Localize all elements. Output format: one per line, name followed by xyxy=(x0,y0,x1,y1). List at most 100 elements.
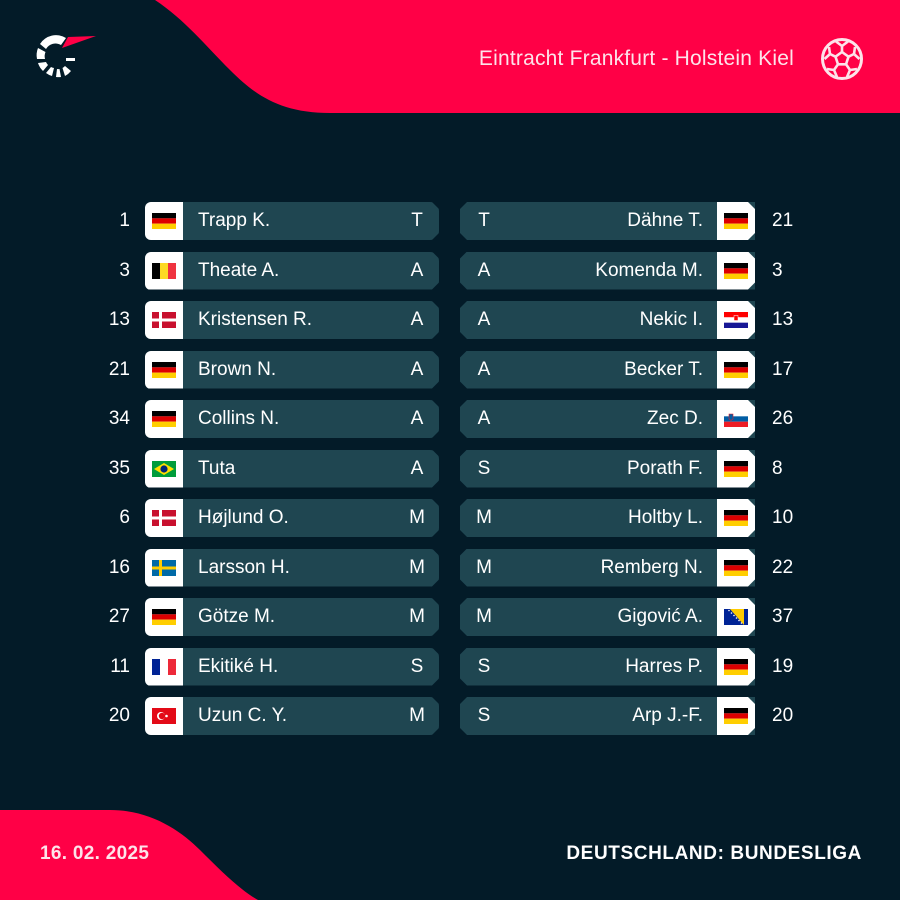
flag-de-icon xyxy=(724,560,748,576)
flag-cell xyxy=(145,648,183,686)
player-number: 34 xyxy=(108,408,130,429)
player-number: 20 xyxy=(108,705,130,726)
player-card[interactable]: Kristensen R. A xyxy=(145,301,439,339)
player-name: Uzun C. Y. xyxy=(198,705,288,726)
flag-cell xyxy=(717,499,755,537)
player-card[interactable]: Larsson H. M xyxy=(145,549,439,587)
player-name: Nekic I. xyxy=(639,309,703,330)
player-name: Ekitiké H. xyxy=(198,655,279,677)
player-name: Tuta xyxy=(198,457,236,479)
player-card[interactable]: Højlund O. M xyxy=(145,499,439,537)
player-card[interactable]: Theate A. A xyxy=(145,252,439,290)
player-position: S xyxy=(477,655,491,677)
flag-cell xyxy=(717,549,755,587)
flag-de-icon xyxy=(152,609,176,625)
flag-cell xyxy=(717,450,755,488)
player-number: 6 xyxy=(119,507,130,528)
player-position: A xyxy=(410,358,424,380)
player-card[interactable]: Ekitiké H. S xyxy=(145,648,439,686)
player-name: Larsson H. xyxy=(198,556,290,578)
player-position: M xyxy=(409,507,425,528)
player-name: Collins N. xyxy=(198,408,280,429)
player-card[interactable]: Arp J.-F. S xyxy=(460,697,755,735)
player-card[interactable]: Nekic I. A xyxy=(460,301,755,339)
player-number: 17 xyxy=(772,358,794,380)
flag-de-icon xyxy=(152,213,176,229)
player-number: 13 xyxy=(772,309,794,330)
player-position: T xyxy=(411,210,423,231)
player-number: 21 xyxy=(108,358,130,380)
player-card[interactable]: Holtby L. M xyxy=(460,499,755,537)
player-number: 35 xyxy=(108,457,130,479)
player-number: 3 xyxy=(119,259,130,281)
player-card[interactable]: Collins N. A xyxy=(145,400,439,438)
player-position: A xyxy=(477,408,491,429)
player-position: A xyxy=(410,259,424,281)
player-number: 27 xyxy=(108,606,130,627)
flag-cell xyxy=(145,351,183,389)
player-position: S xyxy=(477,705,491,726)
player-name: Komenda M. xyxy=(595,259,703,281)
player-number: 26 xyxy=(772,408,794,429)
player-number: 13 xyxy=(108,309,130,330)
player-name: Gigović A. xyxy=(617,606,703,627)
flag-cell xyxy=(717,400,755,438)
player-name: Arp J.-F. xyxy=(632,705,703,726)
player-name: Theate A. xyxy=(198,259,280,281)
player-card[interactable]: Becker T. A xyxy=(460,351,755,389)
player-name: Dähne T. xyxy=(627,210,703,231)
player-name: Brown N. xyxy=(198,358,277,380)
player-card[interactable]: Götze M. M xyxy=(145,598,439,636)
flag-de-icon xyxy=(724,263,748,279)
player-position: M xyxy=(476,507,492,528)
player-card[interactable]: Trapp K. T xyxy=(145,202,439,240)
player-position: A xyxy=(477,358,491,380)
player-position: M xyxy=(409,556,425,578)
player-position: M xyxy=(476,606,492,627)
flag-de-icon xyxy=(724,213,748,229)
player-card[interactable]: Porath F. S xyxy=(460,450,755,488)
flag-de-icon xyxy=(152,411,176,427)
player-number: 8 xyxy=(772,457,783,479)
player-number: 3 xyxy=(772,259,783,281)
player-position: A xyxy=(477,309,491,330)
player-position: M xyxy=(409,606,425,627)
flag-cell xyxy=(145,499,183,537)
flag-cell xyxy=(717,252,755,290)
player-number: 22 xyxy=(772,556,794,578)
player-name: Højlund O. xyxy=(198,507,289,528)
flag-cell xyxy=(145,301,183,339)
player-card[interactable]: Harres P. S xyxy=(460,648,755,686)
player-name: Holtby L. xyxy=(628,507,703,528)
flag-de-icon xyxy=(152,362,176,378)
player-name: Kristensen R. xyxy=(198,309,313,330)
player-position: M xyxy=(409,705,425,726)
player-card[interactable]: Zec D. A xyxy=(460,400,755,438)
player-number: 11 xyxy=(110,655,130,677)
player-number: 1 xyxy=(119,210,130,231)
player-card[interactable]: Brown N. A xyxy=(145,351,439,389)
player-card[interactable]: Komenda M. A xyxy=(460,252,755,290)
flashscore-logo-icon xyxy=(36,35,96,78)
player-position: S xyxy=(410,655,424,677)
player-position: T xyxy=(478,210,490,231)
player-card[interactable]: Dähne T. T xyxy=(460,202,755,240)
player-position: M xyxy=(476,556,492,578)
flag-cell xyxy=(717,648,755,686)
player-card[interactable]: Uzun C. Y. M xyxy=(145,697,439,735)
player-card[interactable]: Gigović A. M xyxy=(460,598,755,636)
flag-cell xyxy=(717,598,755,636)
player-name: Harres P. xyxy=(625,655,703,677)
player-card[interactable]: Remberg N. M xyxy=(460,549,755,587)
player-card[interactable]: Tuta A xyxy=(145,450,439,488)
flag-cell xyxy=(717,301,755,339)
player-name: Trapp K. xyxy=(198,210,271,231)
flag-de-icon xyxy=(724,659,748,675)
flag-de-icon xyxy=(724,510,748,526)
flag-se-icon xyxy=(152,560,176,576)
player-number: 37 xyxy=(772,606,794,627)
flag-cell xyxy=(717,202,755,240)
player-number: 21 xyxy=(772,210,794,231)
player-position: S xyxy=(477,457,491,479)
